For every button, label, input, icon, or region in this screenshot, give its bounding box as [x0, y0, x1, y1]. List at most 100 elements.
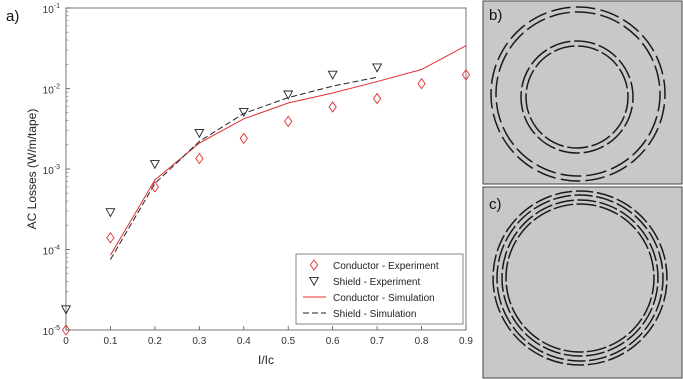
- tape-segment: [609, 165, 628, 176]
- tape-segment: [505, 217, 518, 233]
- tape-segment: [518, 215, 534, 230]
- tape-segment: [642, 323, 655, 339]
- tape-segment: [553, 194, 572, 201]
- tape-segment: [518, 204, 534, 217]
- x-tick-label: 0.3: [192, 336, 206, 347]
- tape-segment: [630, 148, 646, 164]
- tape-segment: [567, 146, 589, 149]
- x-tick-label: 0: [63, 336, 69, 347]
- tape-segment: [492, 275, 495, 293]
- tape-segment: [591, 135, 611, 147]
- tape-segment: [527, 347, 544, 358]
- tape-segment: [533, 209, 552, 221]
- tape-segment: [490, 64, 497, 84]
- tape-segment: [512, 326, 526, 341]
- tape-segment: [636, 224, 649, 241]
- panel-c-label: c): [489, 196, 502, 213]
- tape-segment: [574, 194, 593, 197]
- tape-segment: [530, 49, 548, 65]
- tape-segment: [655, 304, 664, 322]
- x-tick-label: 0.5: [281, 336, 295, 347]
- data-point-diamond: [61, 324, 71, 336]
- data-point-diamond: [461, 69, 471, 81]
- data-point-triangle-down: [149, 160, 160, 170]
- panel-b-cable-rings: [490, 6, 666, 182]
- tape-segment: [656, 264, 659, 284]
- panel-b-label: b): [489, 7, 502, 24]
- tape-segment: [588, 355, 607, 362]
- tape-segment: [598, 44, 617, 58]
- tape-segment: [628, 318, 643, 335]
- data-point-diamond: [417, 77, 426, 90]
- data-point-diamond: [372, 92, 382, 105]
- tape-segment: [599, 201, 618, 210]
- tape-segment: [527, 342, 544, 354]
- tape-segment: [501, 307, 512, 325]
- tape-segment: [501, 250, 508, 270]
- legend-entry: Conductor - Experiment: [333, 261, 439, 272]
- tape-segment: [652, 286, 659, 306]
- tape-segment: [505, 261, 509, 282]
- tape-segment: [600, 14, 620, 24]
- x-tick-label: 0.8: [415, 336, 429, 347]
- tape-segment: [542, 346, 561, 355]
- data-point-diamond: [239, 132, 248, 145]
- tape-segment: [563, 349, 584, 353]
- legend-marker: [308, 276, 320, 287]
- data-point-triangle-down: [105, 208, 116, 218]
- tape-segment: [599, 205, 619, 216]
- tape-segment: [551, 6, 571, 12]
- tape-segment: [618, 59, 631, 79]
- tape-segment: [498, 52, 508, 72]
- tape-segment: [577, 199, 597, 203]
- tape-segment: [567, 359, 586, 362]
- tape-segment: [587, 360, 605, 366]
- tape-segment: [642, 297, 653, 317]
- tape-segment: [586, 346, 607, 353]
- tape-segment: [520, 91, 524, 113]
- y-tick-label: 10-2: [43, 84, 60, 97]
- tape-segment: [616, 202, 633, 214]
- tape-segment: [665, 263, 668, 281]
- tape-segment: [563, 353, 583, 357]
- tape-segment: [651, 274, 655, 295]
- tape-segment: [490, 89, 493, 109]
- tape-segment: [596, 195, 614, 203]
- panel-c: c): [482, 186, 683, 379]
- tape-segment: [655, 55, 664, 75]
- tape-segment: [644, 314, 656, 331]
- tape-segment: [648, 116, 658, 136]
- tape-segment: [585, 176, 605, 182]
- panel-a-label: a): [6, 8, 19, 25]
- tape-segment: [528, 12, 547, 23]
- tape-segment: [549, 11, 570, 18]
- legend-entry: Shield - Simulation: [333, 309, 416, 320]
- legend-marker: [309, 259, 319, 271]
- tape-segment: [544, 136, 564, 147]
- x-tick-label: 0.6: [326, 336, 340, 347]
- tape-segment: [505, 284, 512, 305]
- tape-segment: [654, 65, 661, 86]
- panel-c-bg: [482, 186, 683, 379]
- tape-segment: [606, 129, 624, 145]
- legend-entry: Shield - Experiment: [333, 277, 420, 288]
- panel-c-cable-rings: [492, 190, 668, 366]
- data-point-diamond: [106, 231, 115, 244]
- tape-segment: [546, 353, 564, 361]
- tape-segment: [612, 115, 625, 135]
- tape-segment: [507, 239, 518, 259]
- tape-segment: [609, 346, 627, 357]
- panel-b: b): [482, 0, 683, 185]
- panel-b-bg: [482, 0, 683, 185]
- tape-segment: [583, 145, 605, 154]
- tape-segment: [661, 272, 664, 291]
- x-tick-label: 0.1: [103, 336, 117, 347]
- tape-segment: [535, 204, 553, 215]
- tape-segment: [536, 164, 556, 174]
- tape-segment: [585, 351, 605, 357]
- tape-segment: [622, 19, 640, 33]
- tape-segment: [575, 6, 596, 10]
- tape-segment: [637, 231, 649, 250]
- tape-segment: [521, 67, 531, 88]
